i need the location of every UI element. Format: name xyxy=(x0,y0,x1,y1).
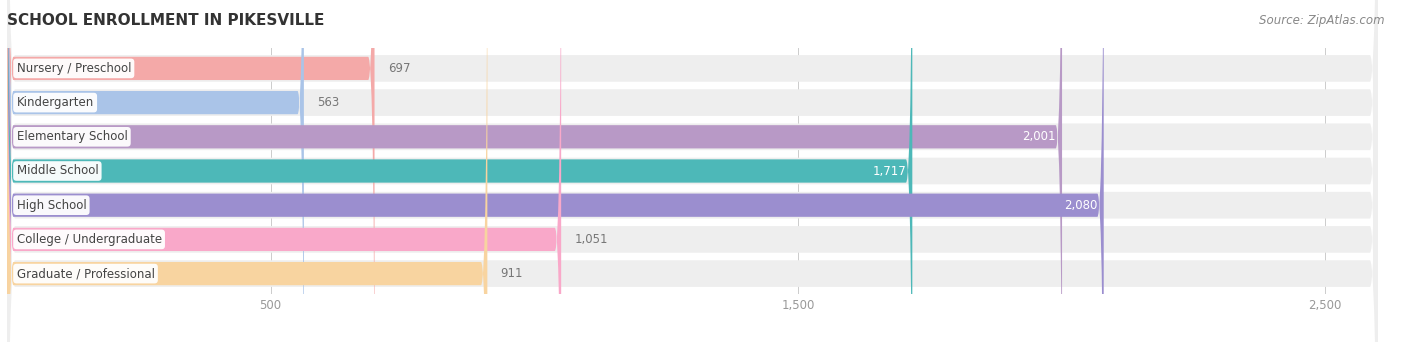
FancyBboxPatch shape xyxy=(7,0,561,342)
Text: 563: 563 xyxy=(318,96,339,109)
FancyBboxPatch shape xyxy=(7,0,488,342)
Text: 2,080: 2,080 xyxy=(1064,199,1098,212)
FancyBboxPatch shape xyxy=(7,0,1378,342)
FancyBboxPatch shape xyxy=(7,0,1104,342)
Text: SCHOOL ENROLLMENT IN PIKESVILLE: SCHOOL ENROLLMENT IN PIKESVILLE xyxy=(7,13,325,28)
Text: 2,001: 2,001 xyxy=(1022,130,1056,143)
FancyBboxPatch shape xyxy=(7,0,912,342)
FancyBboxPatch shape xyxy=(7,0,1378,342)
FancyBboxPatch shape xyxy=(7,0,374,342)
Text: Graduate / Professional: Graduate / Professional xyxy=(17,267,155,280)
FancyBboxPatch shape xyxy=(7,0,1062,342)
Text: Kindergarten: Kindergarten xyxy=(17,96,94,109)
Text: Source: ZipAtlas.com: Source: ZipAtlas.com xyxy=(1260,14,1385,27)
Text: Nursery / Preschool: Nursery / Preschool xyxy=(17,62,131,75)
FancyBboxPatch shape xyxy=(7,0,304,342)
Text: High School: High School xyxy=(17,199,86,212)
FancyBboxPatch shape xyxy=(7,0,1378,342)
Text: Middle School: Middle School xyxy=(17,165,98,177)
Text: 1,717: 1,717 xyxy=(872,165,905,177)
FancyBboxPatch shape xyxy=(7,0,1378,342)
FancyBboxPatch shape xyxy=(7,0,1378,342)
Text: 697: 697 xyxy=(388,62,411,75)
Text: 1,051: 1,051 xyxy=(575,233,607,246)
Text: College / Undergraduate: College / Undergraduate xyxy=(17,233,162,246)
Text: 911: 911 xyxy=(501,267,523,280)
Text: Elementary School: Elementary School xyxy=(17,130,128,143)
FancyBboxPatch shape xyxy=(7,0,1378,342)
FancyBboxPatch shape xyxy=(7,0,1378,342)
